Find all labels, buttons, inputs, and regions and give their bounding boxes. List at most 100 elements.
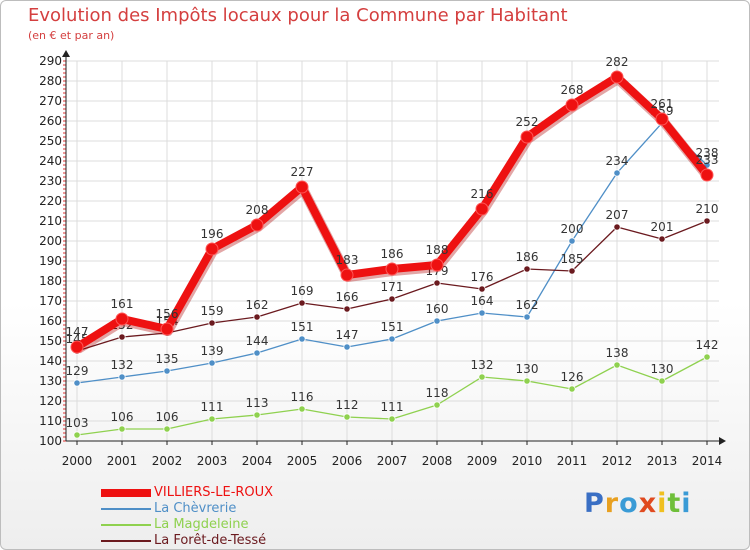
point-villiers-le-roux: [70, 340, 84, 354]
data-label-la-ch-vrerie: 135: [156, 352, 179, 366]
point-villiers-le-roux: [610, 70, 624, 84]
point-la-for-t-de-tess-: [298, 299, 306, 307]
y-tick-label: 240: [39, 154, 62, 168]
y-tick-label: 250: [39, 134, 62, 148]
point-la-magdeleine: [163, 425, 171, 433]
data-label-villiers-le-roux: 186: [381, 247, 404, 261]
point-la-ch-vrerie: [208, 359, 216, 367]
data-label-villiers-le-roux: 147: [66, 325, 89, 339]
x-tick-label: 2008: [422, 454, 453, 468]
data-label-villiers-le-roux: 216: [471, 187, 494, 201]
point-la-ch-vrerie: [568, 237, 576, 245]
point-villiers-le-roux: [295, 180, 309, 194]
brand-logo: Proxiti: [584, 488, 692, 519]
point-la-magdeleine: [703, 353, 711, 361]
point-la-for-t-de-tess-: [703, 217, 711, 225]
y-tick-label: 160: [39, 314, 62, 328]
brand-letter: t: [667, 488, 682, 519]
data-label-villiers-le-roux: 208: [246, 203, 269, 217]
point-villiers-le-roux: [385, 262, 399, 276]
point-villiers-le-roux: [250, 218, 264, 232]
point-villiers-le-roux: [205, 242, 219, 256]
data-label-la-ch-vrerie: 151: [291, 320, 314, 334]
y-tick-label: 100: [39, 434, 62, 448]
y-tick-label: 270: [39, 94, 62, 108]
point-la-for-t-de-tess-: [118, 333, 126, 341]
brand-letter: i: [681, 488, 692, 519]
data-label-la-magdeleine: 142: [696, 338, 719, 352]
data-label-la-for-t-de-tess-: 210: [696, 202, 719, 216]
brand-letter: r: [604, 488, 620, 519]
x-tick-label: 2006: [332, 454, 363, 468]
data-label-la-for-t-de-tess-: 159: [201, 304, 224, 318]
point-la-for-t-de-tess-: [343, 305, 351, 313]
data-label-villiers-le-roux: 196: [201, 227, 224, 241]
point-la-ch-vrerie: [163, 367, 171, 375]
x-tick-label: 2010: [512, 454, 543, 468]
legend: VILLIERS-LE-ROUX La Chèvrerie La Magdelein…: [101, 485, 361, 549]
data-label-villiers-le-roux: 282: [606, 55, 629, 69]
x-tick-label: 2014: [692, 454, 723, 468]
point-la-for-t-de-tess-: [388, 295, 396, 303]
data-label-villiers-le-roux: 233: [696, 153, 719, 167]
data-label-la-ch-vrerie: 164: [471, 294, 494, 308]
legend-label: VILLIERS-LE-ROUX: [154, 485, 274, 500]
x-tick-label: 2001: [107, 454, 138, 468]
data-label-la-ch-vrerie: 144: [246, 334, 269, 348]
point-la-ch-vrerie: [118, 373, 126, 381]
data-label-la-magdeleine: 118: [426, 386, 449, 400]
legend-swatch: [101, 489, 151, 497]
data-label-la-for-t-de-tess-: 166: [336, 290, 359, 304]
y-tick-label: 190: [39, 254, 62, 268]
data-label-la-ch-vrerie: 132: [111, 358, 134, 372]
x-tick-label: 2005: [287, 454, 318, 468]
point-la-magdeleine: [298, 405, 306, 413]
data-label-la-for-t-de-tess-: 162: [246, 298, 269, 312]
point-la-ch-vrerie: [388, 335, 396, 343]
point-la-for-t-de-tess-: [208, 319, 216, 327]
y-tick-label: 260: [39, 114, 62, 128]
point-la-for-t-de-tess-: [433, 279, 441, 287]
point-villiers-le-roux: [340, 268, 354, 282]
point-villiers-le-roux: [430, 258, 444, 272]
data-label-villiers-le-roux: 161: [111, 297, 134, 311]
data-label-villiers-le-roux: 188: [426, 243, 449, 257]
y-axis-arrow: [62, 50, 70, 57]
point-villiers-le-roux: [700, 168, 714, 182]
legend-swatch: [101, 508, 151, 510]
chart-subtitle: (en € et par an): [28, 29, 115, 42]
point-la-for-t-de-tess-: [478, 285, 486, 293]
point-la-magdeleine: [253, 411, 261, 419]
point-villiers-le-roux: [160, 322, 174, 336]
point-villiers-le-roux: [475, 202, 489, 216]
data-label-la-for-t-de-tess-: 186: [516, 250, 539, 264]
point-la-magdeleine: [613, 361, 621, 369]
data-label-la-ch-vrerie: 238: [696, 146, 719, 160]
brand-letter: x: [638, 488, 658, 519]
x-tick-label: 2004: [242, 454, 273, 468]
y-tick-label: 220: [39, 194, 62, 208]
data-label-la-ch-vrerie: 147: [336, 328, 359, 342]
data-label-la-magdeleine: 130: [651, 362, 674, 376]
data-label-la-ch-vrerie: 200: [561, 222, 584, 236]
data-label-la-ch-vrerie: 162: [516, 298, 539, 312]
point-la-for-t-de-tess-: [658, 235, 666, 243]
data-label-la-ch-vrerie: 129: [66, 364, 89, 378]
point-villiers-le-roux: [655, 112, 669, 126]
y-tick-label: 170: [39, 294, 62, 308]
point-la-magdeleine: [433, 401, 441, 409]
point-la-ch-vrerie: [433, 317, 441, 325]
data-label-villiers-le-roux: 227: [291, 165, 314, 179]
data-label-la-for-t-de-tess-: 169: [291, 284, 314, 298]
x-axis-arrow: [719, 437, 726, 445]
point-la-ch-vrerie: [253, 349, 261, 357]
data-label-la-magdeleine: 132: [471, 358, 494, 372]
data-label-villiers-le-roux: 252: [516, 115, 539, 129]
x-tick-label: 2007: [377, 454, 408, 468]
point-la-for-t-de-tess-: [568, 267, 576, 275]
data-label-la-for-t-de-tess-: 176: [471, 270, 494, 284]
point-la-for-t-de-tess-: [523, 265, 531, 273]
chart-title: Evolution des Impôts locaux pour la Comm…: [28, 5, 568, 26]
y-tick-label: 200: [39, 234, 62, 248]
